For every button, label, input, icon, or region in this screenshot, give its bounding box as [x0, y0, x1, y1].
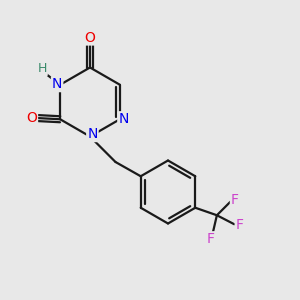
Text: H: H — [38, 62, 47, 75]
Text: O: O — [26, 111, 37, 125]
Text: F: F — [231, 193, 239, 207]
Text: F: F — [207, 232, 215, 246]
Text: N: N — [52, 77, 62, 91]
Text: N: N — [87, 127, 98, 141]
Text: N: N — [118, 112, 129, 126]
Text: F: F — [236, 218, 244, 232]
Text: O: O — [85, 31, 95, 44]
